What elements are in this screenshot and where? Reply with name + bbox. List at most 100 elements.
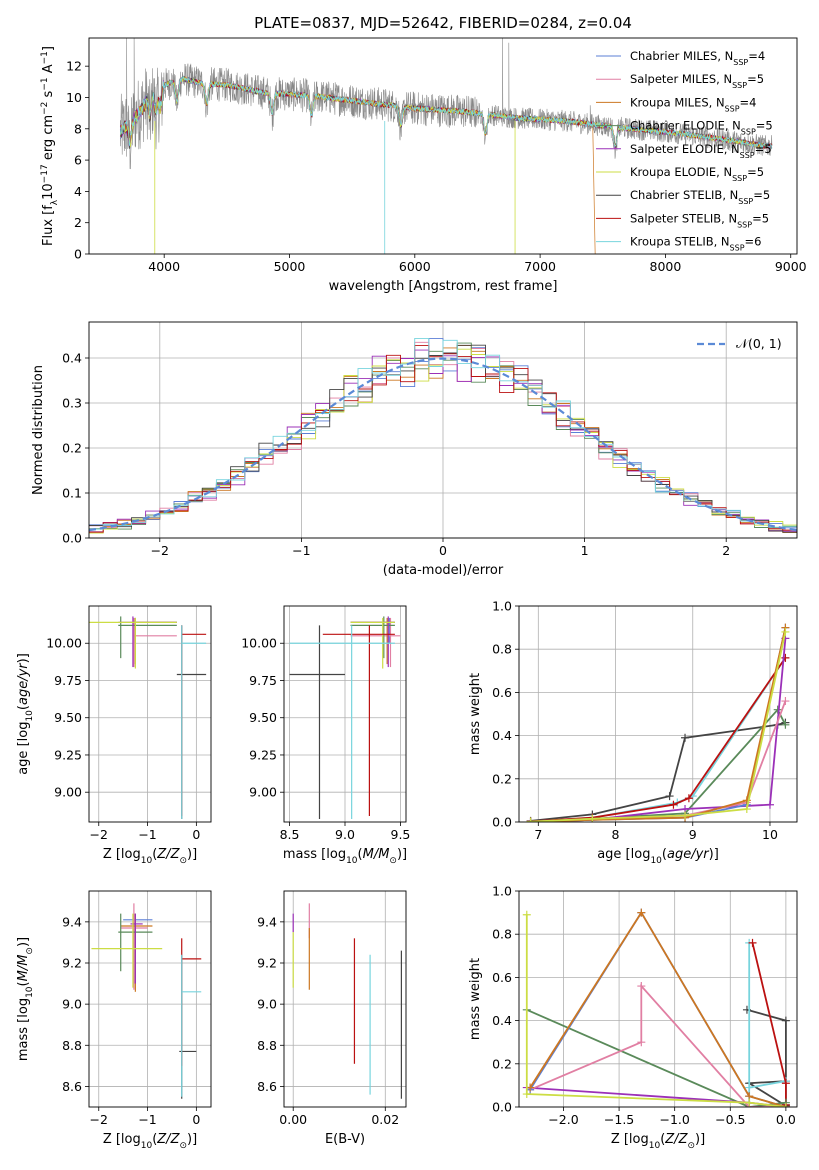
- y-axis-label-part: mass [log: [16, 998, 31, 1061]
- x-axis-label-part: ⊙: [179, 1141, 187, 1151]
- legend-n: =4: [740, 95, 757, 109]
- y-tick-label: 4: [74, 184, 82, 199]
- y-tick-label: 0.2: [492, 1056, 512, 1071]
- model-line-kroupa_elodie: [119, 76, 767, 149]
- x-tick-label: −2: [90, 827, 108, 842]
- axes-frame: [88, 890, 212, 1108]
- legend-label: Kroupa MILES, NSSP=4: [630, 95, 756, 113]
- y-axis-label-part: ]: [41, 46, 56, 51]
- y-axis-label: mass weight: [468, 673, 483, 755]
- y-axis-label: mass weight: [468, 958, 483, 1040]
- legend-sub: SSP: [725, 104, 740, 113]
- axes: 8.5 9.0 9.5 9.00 9.25 9.50 9.75 10.00 mass [log1…: [241, 636, 410, 866]
- x-tick-label: −2: [151, 543, 169, 558]
- legend-text: Kroupa ELODIE, N: [630, 165, 732, 179]
- y-tick-label: 0.4: [492, 728, 512, 743]
- y-tick-label: 10.00: [46, 636, 82, 651]
- y-tick-label: 0.6: [492, 685, 512, 700]
- y-tick-label: 8.8: [257, 1038, 277, 1053]
- y-tick-label: 9.2: [257, 956, 277, 971]
- legend-text: Salpeter MILES, N: [630, 72, 732, 86]
- weight-marker-salpeter_miles: [637, 1038, 646, 1047]
- y-tick-label: 9.50: [54, 710, 82, 725]
- y-axis-label-part: )]: [16, 937, 31, 947]
- y-tick-label: 0.8: [492, 927, 512, 942]
- y-tick-label: 9.4: [257, 914, 277, 929]
- weight-marker-chabrier_stelib: [781, 1016, 790, 1025]
- x-axis-label-part: (: [152, 847, 157, 862]
- weight-marker-salpeter_stelib: [684, 794, 693, 803]
- axes: −2.0 −1.5 −1.0 −0.5 0.0 0.0 0.2 0.4 0.6 0.8 1.0 Z […: [468, 884, 796, 1152]
- x-axis-label: wavelength [Angstrom, rest frame]: [329, 279, 558, 294]
- x-axis-label-part: Z/Z: [156, 847, 180, 862]
- x-axis-label-part: age [log: [597, 847, 650, 862]
- x-tick-label: 8: [612, 827, 620, 842]
- spectrum-panel: 4000 5000 6000 7000 8000 9000 0 2 4 6 8 10 12 wavelen…: [40, 37, 807, 294]
- y-tick-label: 9.4: [62, 914, 82, 929]
- x-axis-label-part: (: [358, 847, 363, 862]
- x-axis-label-part: ⊙: [389, 856, 397, 866]
- x-axis-label-part: M/M: [363, 847, 390, 862]
- y-tick-label: 0.0: [492, 815, 512, 830]
- axes-frame: [518, 890, 798, 1108]
- x-tick-label: 4000: [148, 259, 180, 274]
- x-axis-label-part: ⊙: [179, 856, 187, 866]
- legend-sub: SSP: [732, 81, 747, 90]
- weight-line-salpeter_miles: [529, 983, 786, 1107]
- y-axis-label: Normed distribution: [31, 365, 46, 495]
- legend-text: Chabrier MILES, N: [630, 49, 733, 63]
- weight-marker-salpeter_stelib: [669, 800, 678, 809]
- x-tick-label: 0: [192, 1112, 200, 1127]
- mass-vs-ebv-panel: 0.00 0.02 8.6 8.8 9.0 9.2 9.4 E(B-V): [257, 890, 407, 1147]
- y-tick-label: 0.0: [62, 531, 82, 546]
- plot-area: [292, 903, 402, 1099]
- y-tick-label: 2: [74, 215, 82, 230]
- legend-sub: SSP: [738, 197, 753, 206]
- plot-area: [522, 908, 790, 1107]
- y-axis-label-part: 10: [25, 710, 35, 722]
- x-axis-label-part: (: [660, 1132, 665, 1147]
- weight-vs-metallicity-panel: −2.0 −1.5 −1.0 −0.5 0.0 0.0 0.2 0.4 0.6 0.8 1.0 Z […: [468, 884, 798, 1152]
- x-tick-label: 10: [762, 827, 778, 842]
- axes: 0.00 0.02 8.6 8.8 9.0 9.2 9.4 E(B-V): [257, 914, 399, 1147]
- y-tick-label: 8.6: [62, 1079, 82, 1094]
- x-axis-label-part: (: [662, 847, 667, 862]
- x-tick-label: 6000: [399, 259, 431, 274]
- legend-sub: SSP: [737, 220, 752, 229]
- legend-text: Kroupa MILES, N: [630, 95, 725, 109]
- x-axis-label-part: )]: [397, 847, 407, 862]
- x-tick-label: −1.0: [660, 1112, 690, 1127]
- axes-frame: [88, 37, 798, 255]
- x-tick-label: −2: [90, 1112, 108, 1127]
- x-tick-label: 9: [689, 827, 697, 842]
- y-axis-label-part: s: [41, 90, 56, 101]
- x-tick-label: 0.0: [776, 1112, 796, 1127]
- legend-sub: SSP: [733, 58, 748, 67]
- y-tick-label: 0.2: [62, 441, 82, 456]
- x-axis-label-part: Z [log: [103, 847, 141, 862]
- weight-marker-kroupa_elodie: [745, 1098, 754, 1107]
- weight-line-chabrier_miles: [530, 627, 787, 822]
- y-tick-label: 9.75: [54, 673, 82, 688]
- y-tick-label: 10.00: [241, 636, 277, 651]
- y-tick-label: 9.00: [54, 785, 82, 800]
- legend-sub: SSP: [740, 150, 755, 159]
- y-tick-label: 9.25: [249, 747, 277, 762]
- legend-label: 𝒩(0, 1): [736, 336, 782, 351]
- weight-line-kroupa_elodie: [525, 914, 787, 1107]
- legend-sub: SSP: [730, 243, 745, 252]
- y-axis-label-part: (: [16, 981, 31, 986]
- legend-text: Salpeter ELODIE, N: [630, 142, 740, 156]
- legend-n: =5: [756, 119, 773, 133]
- y-tick-label: 1.0: [492, 599, 512, 614]
- legend-n: =6: [745, 235, 762, 249]
- y-axis-label-part: )]: [16, 653, 31, 663]
- x-tick-label: 2: [722, 543, 730, 558]
- legend-n: =5: [753, 188, 770, 202]
- age-vs-mass-panel: 8.5 9.0 9.5 9.00 9.25 9.50 9.75 10.00 mass [log1…: [241, 605, 410, 866]
- x-axis-label-part: )]: [695, 1132, 705, 1147]
- y-axis-label-part: age [log: [16, 722, 31, 775]
- axes-frame: [518, 605, 798, 823]
- y-axis-label-part: A: [41, 64, 56, 77]
